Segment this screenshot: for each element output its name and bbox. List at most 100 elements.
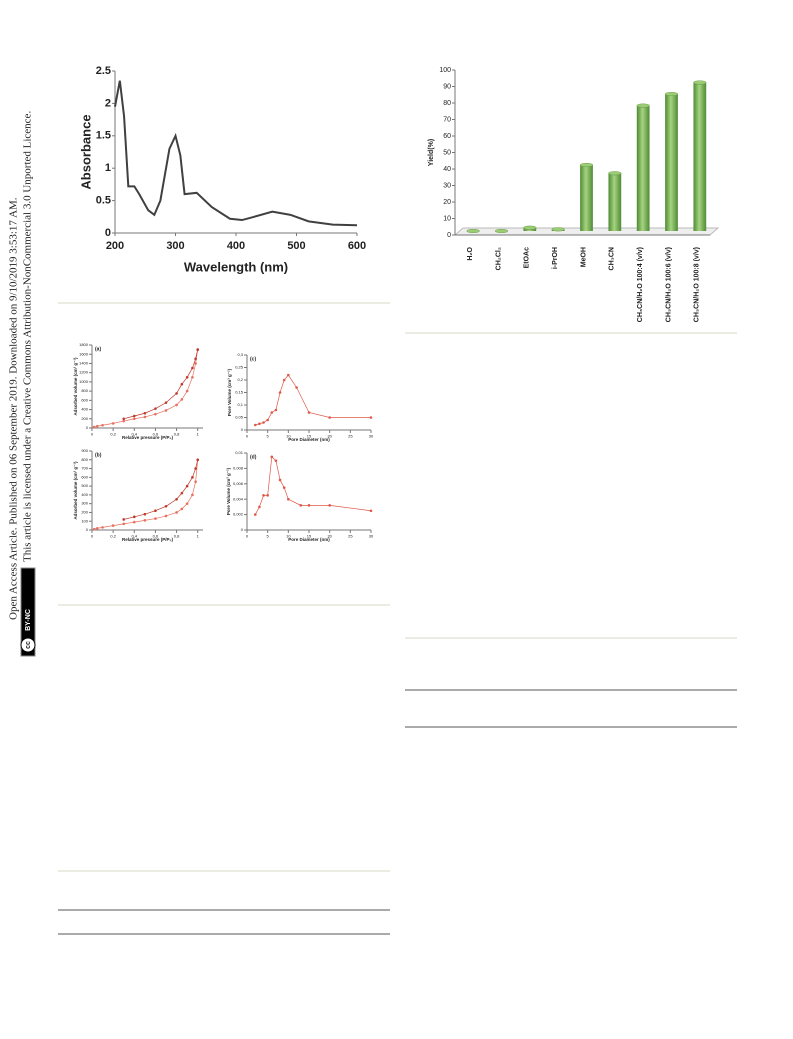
y-axis-label: Pore Volume (cm³ g⁻¹) (226, 467, 231, 515)
x-tick-label: H₂O (467, 246, 474, 260)
bar-top (608, 171, 622, 176)
y-axis-label: Yield(%) (428, 139, 435, 166)
y-tick-label: 700 (81, 466, 88, 471)
notice-line: This article is licensed under a Creativ… (22, 111, 34, 562)
x-tick-label: 0,6 (153, 534, 159, 539)
x-tick-label: 5 (267, 434, 270, 439)
data-point (191, 493, 194, 497)
data-point (92, 527, 96, 531)
bar (579, 162, 594, 231)
data-point (369, 509, 373, 513)
x-tick-label: 15 (307, 434, 312, 439)
data-point (262, 494, 265, 497)
y-tick-label: 1000 (79, 379, 89, 384)
y-tick-label: 600 (81, 474, 88, 479)
data-point (274, 408, 278, 412)
x-tick-label: 30 (369, 434, 374, 439)
data-point (101, 526, 104, 529)
cc-badge: cc BY-NC (20, 567, 36, 657)
y-tick-label: 600 (81, 397, 88, 402)
bar-top (693, 80, 707, 85)
y-tick-label: 70 (443, 116, 451, 123)
y-tick-label: 0 (105, 227, 111, 239)
data-line (123, 459, 199, 520)
data-point (180, 398, 184, 401)
y-tick-label: 0,008 (233, 465, 244, 470)
data-point (143, 415, 147, 419)
data-point (194, 480, 197, 484)
x-tick-label: 10 (286, 434, 291, 439)
badge-cc: cc (25, 641, 32, 649)
data-point (175, 497, 178, 501)
badge-text: BY-NC (25, 609, 32, 631)
data-point (143, 519, 147, 522)
badge-box (20, 567, 36, 657)
bar-top (664, 92, 679, 97)
x-tick-label: 300 (166, 240, 184, 252)
data-point (328, 504, 331, 507)
x-tick-label: CH₂Cl₂ (495, 247, 502, 270)
x-axis-label: Pore Diameter (nm) (288, 537, 330, 542)
y-tick-label: 1400 (79, 361, 89, 366)
y-tick-label: 100 (439, 67, 451, 74)
x-tick-label: 0,4 (132, 432, 138, 437)
bar (693, 80, 707, 231)
bar (551, 227, 565, 232)
y-tick-label: 200 (81, 510, 88, 515)
x-tick-label: 0,2 (110, 432, 116, 437)
data-point (287, 497, 290, 501)
data-point (122, 522, 126, 526)
data-point (266, 494, 269, 497)
x-tick-label: 600 (348, 240, 366, 252)
bar-top (466, 228, 480, 233)
x-tick-label: 0,8 (174, 534, 180, 539)
x-tick-label: EtOAc (524, 247, 531, 269)
data-point (185, 375, 189, 379)
data-point (287, 373, 290, 377)
data-point (282, 486, 286, 489)
x-tick-label: 0 (246, 534, 249, 539)
y-tick-label: 400 (81, 407, 88, 412)
data-point (95, 526, 99, 530)
data-point (307, 411, 311, 414)
data-point (191, 366, 194, 370)
data-point (164, 514, 168, 518)
data-point (185, 484, 189, 488)
y-axis-label: Adsorbed volume (cm³ g⁻¹) (73, 357, 78, 416)
x-tick-label: CH₃CN/H₂O 100:6 (v/v) (665, 247, 672, 322)
data-point (132, 414, 136, 418)
y-tick-label: 0 (447, 232, 451, 239)
y-tick-label: 2.5 (96, 65, 111, 77)
data-point (143, 512, 147, 516)
data-point (154, 407, 157, 410)
y-tick-label: 800 (81, 457, 88, 462)
data-point (180, 491, 184, 495)
y-tick-label: 0 (86, 527, 89, 532)
x-tick-label: 0,6 (153, 432, 159, 437)
x-tick-label: 200 (106, 240, 124, 252)
y-axis-label: Adsorbed volume (cm³ g⁻¹) (73, 461, 78, 520)
x-tick-label: 1 (197, 534, 200, 539)
bar-top (494, 228, 509, 233)
y-tick-label: 200 (81, 416, 88, 421)
bar-body (608, 173, 622, 231)
data-point (95, 424, 99, 428)
data-point (194, 357, 197, 361)
x-axis-label: Relative pressure (P/P₀) (122, 537, 174, 542)
x-tick-label: 15 (307, 534, 312, 539)
panel-label: (c) (250, 356, 256, 362)
data-point (328, 416, 331, 419)
x-tick-label: CH₃CN (609, 247, 616, 270)
y-axis-label: Pore Volume (cm³ g⁻¹) (227, 368, 232, 416)
data-point (295, 386, 298, 389)
data-point (266, 418, 269, 422)
x-tick-label: i-PrOH (552, 247, 559, 269)
data-point (101, 423, 104, 427)
x-tick-label: 500 (287, 240, 305, 252)
data-point (369, 416, 373, 419)
x-tick-label: MeOH (580, 247, 587, 267)
y-tick-label: 50 (443, 149, 451, 156)
data-point (180, 382, 184, 386)
x-tick-label: 0,4 (132, 534, 138, 539)
